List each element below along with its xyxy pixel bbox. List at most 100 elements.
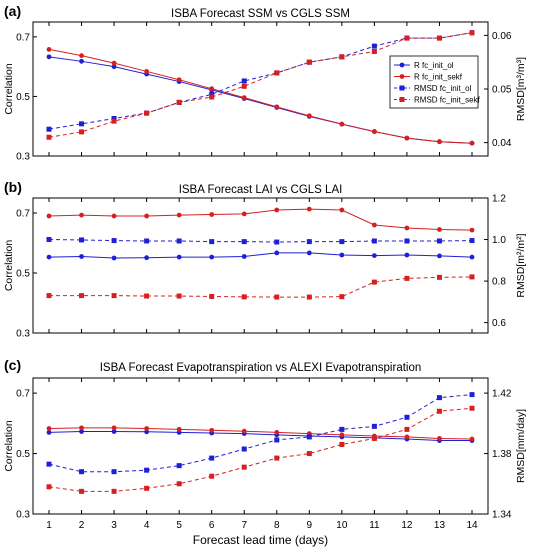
data-point (339, 426, 345, 432)
data-point (111, 425, 117, 431)
data-point (274, 294, 280, 300)
data-point (111, 488, 117, 494)
panel-title: ISBA Forecast LAI vs CGLS LAI (179, 184, 343, 196)
series-line (48, 32, 473, 130)
data-point (437, 253, 442, 259)
series-line (48, 252, 473, 259)
x-tick-label: 4 (144, 520, 150, 531)
data-point (436, 408, 442, 414)
data-point (144, 426, 150, 431)
data-point (209, 473, 215, 479)
y-tick-label: 0.7 (16, 389, 30, 400)
data-point (469, 140, 475, 146)
data-point (209, 427, 215, 433)
x-tick-label: 12 (401, 520, 413, 531)
data-point (209, 212, 215, 217)
data-point (46, 54, 52, 60)
panel-label: (a) (4, 3, 21, 19)
panel-1: (a) ISBA Forecast SSM vs CGLS SSM 0.3 0.5 0.… (3, 3, 527, 163)
data-point (469, 238, 475, 244)
data-point (176, 238, 182, 244)
data-point (79, 293, 85, 299)
data-point (111, 64, 117, 70)
data-point (111, 469, 117, 475)
data-point (274, 250, 280, 256)
y-tick-label: 0.5 (16, 92, 30, 103)
data-point (79, 429, 84, 434)
data-point (371, 222, 377, 228)
series-r-fc-init-sekf (46, 425, 475, 442)
data-point (46, 254, 52, 260)
data-point (436, 238, 442, 244)
series-line (48, 48, 473, 144)
panel-title: ISBA Forecast SSM vs CGLS SSM (171, 8, 350, 20)
x-tick-label: 9 (307, 520, 313, 531)
data-point (176, 426, 182, 432)
x-tick-label: 7 (241, 520, 247, 531)
data-point (339, 441, 345, 447)
data-point (79, 469, 85, 475)
data-point (371, 48, 377, 54)
x-tick-label: 2 (79, 520, 85, 531)
data-point (79, 53, 84, 59)
data-point (274, 437, 280, 443)
data-point (339, 54, 345, 60)
data-point (111, 115, 117, 121)
data-point (241, 78, 247, 84)
series-line (48, 32, 473, 138)
data-point (241, 446, 247, 452)
data-point (436, 274, 442, 280)
legend-entry: R fc_init_ol (414, 61, 454, 70)
data-point (404, 225, 410, 231)
data-point (144, 485, 150, 491)
series-line (48, 394, 473, 473)
y-axis-label: Correlation (3, 240, 15, 292)
y-right-tick-label: 0.8 (492, 277, 506, 288)
data-point (46, 484, 52, 490)
data-point (371, 43, 377, 49)
series-rmsd-fc-init-sekf (46, 274, 475, 300)
data-point (241, 464, 247, 470)
data-point (111, 293, 117, 299)
data-point (404, 414, 410, 420)
series-line (48, 208, 473, 231)
data-point (111, 118, 117, 124)
panel-3: (c) ISBA Forecast Evapotranspiration vs A… (3, 357, 527, 547)
data-point (339, 207, 345, 213)
y-right-tick-label: 0.04 (492, 138, 512, 149)
data-point (339, 252, 345, 258)
data-point (274, 239, 280, 245)
y-right-tick-label: 0.05 (492, 85, 512, 96)
data-point (469, 392, 475, 398)
x-tick-label: 3 (111, 520, 117, 531)
data-point (469, 227, 475, 233)
y-tick-label: 0.7 (16, 32, 30, 43)
data-point (144, 238, 150, 244)
data-point (339, 432, 345, 438)
series-rmsd-fc-init-sekf (46, 405, 475, 494)
series-rmsd-fc-init-ol (46, 237, 475, 245)
y-right-axis-label: RMSD[mm/day] (515, 409, 527, 483)
series-r-fc-init-sekf (46, 46, 475, 146)
panel-2: (b) ISBA Forecast LAI vs CGLS LAI 0.3 0.5 0.… (3, 179, 527, 340)
data-point (79, 488, 85, 494)
data-point (371, 423, 377, 429)
data-point (339, 121, 345, 127)
data-point (306, 113, 312, 119)
data-point (79, 425, 84, 431)
x-tick-label: 14 (466, 520, 478, 531)
data-point (46, 46, 52, 52)
data-point (209, 239, 215, 245)
legend-entry: RMSD fc_init_ol (414, 84, 472, 93)
data-point (274, 70, 280, 76)
series-r-fc-init-sekf (46, 206, 475, 233)
data-point (176, 293, 182, 299)
data-point (436, 395, 442, 401)
data-point (241, 211, 247, 217)
data-point (144, 467, 150, 473)
data-point (437, 436, 442, 441)
y-tick-label: 0.3 (16, 510, 30, 521)
legend-marker (399, 74, 405, 79)
data-point (79, 212, 84, 218)
